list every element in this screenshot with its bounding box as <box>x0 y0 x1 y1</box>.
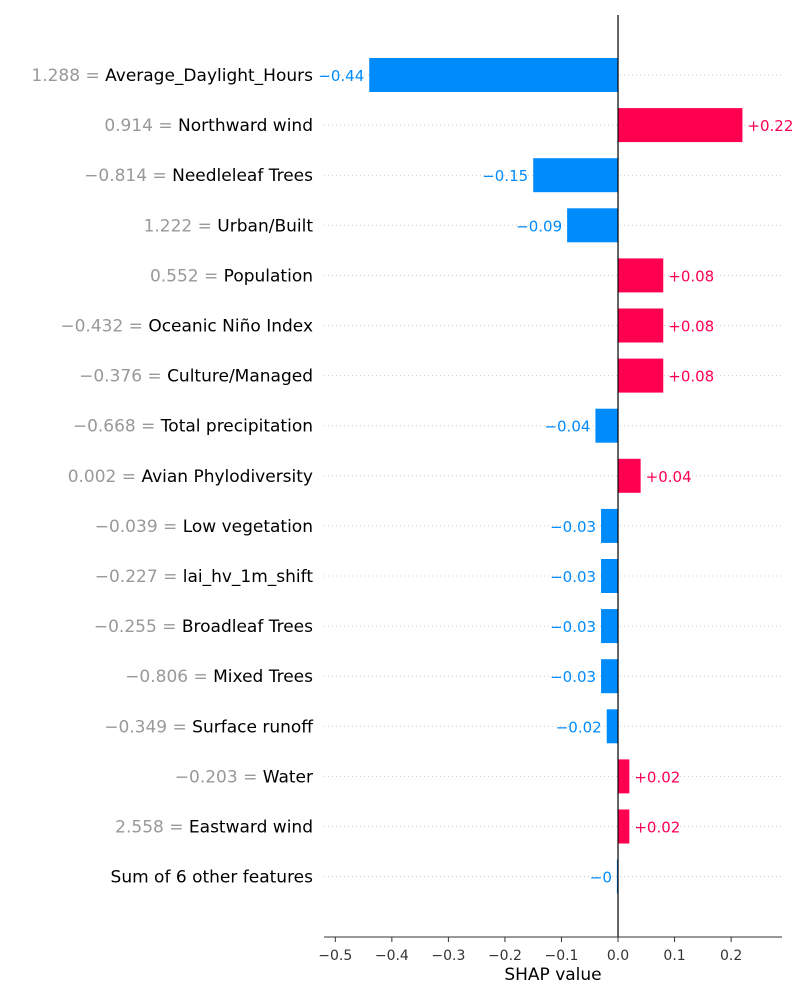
feature-name: Mixed Trees <box>213 667 313 687</box>
bar-value-label: +0.08 <box>668 368 714 386</box>
x-tick-label: 0.1 <box>663 948 685 964</box>
shap-bar <box>606 709 619 744</box>
shap-bar <box>618 108 743 143</box>
feature-value: −0.376 = <box>79 367 167 387</box>
feature-name: Culture/Managed <box>167 367 313 387</box>
shap-bar <box>618 258 664 293</box>
shap-bar <box>595 408 619 443</box>
shap-bar <box>567 208 619 243</box>
feature-name: Population <box>224 266 313 286</box>
feature-label: −0.039 = Low vegetation <box>95 517 313 537</box>
feature-name: Avian Phylodiversity <box>141 467 313 487</box>
bar-value-label: −0.03 <box>550 618 596 636</box>
feature-label: 1.288 = Average_Daylight_Hours <box>31 66 313 86</box>
feature-name: Broadleaf Trees <box>182 617 313 637</box>
feature-name: Needleleaf Trees <box>172 166 313 186</box>
x-tick-label: −0.1 <box>544 948 578 964</box>
feature-value: −0.203 = <box>175 767 263 787</box>
bar-value-label: −0.02 <box>556 718 602 736</box>
x-tick-label: 0.2 <box>720 948 742 964</box>
feature-label: −0.668 = Total precipitation <box>73 417 313 437</box>
feature-label: 0.552 = Population <box>150 266 313 286</box>
feature-name: lai_hv_1m_shift <box>183 567 314 587</box>
bar-value-label: −0.15 <box>482 167 528 185</box>
bar-value-label: +0.08 <box>668 318 714 336</box>
shap-bar <box>601 508 619 543</box>
bar-value-label: +0.02 <box>634 819 680 837</box>
feature-value: 1.288 = <box>31 66 105 86</box>
feature-value: 0.552 = <box>150 266 224 286</box>
feature-label: −0.227 = lai_hv_1m_shift <box>95 567 314 587</box>
shap-bar <box>533 158 619 193</box>
feature-value: −0.255 = <box>94 617 182 637</box>
shap-bar <box>601 609 619 644</box>
bar-value-label: −0.09 <box>516 217 562 235</box>
bar-value-label: −0.44 <box>318 67 364 85</box>
bar-value-label: −0.03 <box>550 518 596 536</box>
feature-value: −0.227 = <box>95 567 183 587</box>
feature-value: −0.349 = <box>104 717 192 737</box>
feature-label: 0.002 = Avian Phylodiversity <box>68 467 313 487</box>
feature-label: 0.914 = Northward wind <box>104 116 313 136</box>
feature-name: Average_Daylight_Hours <box>105 66 313 86</box>
feature-label: 1.222 = Urban/Built <box>144 216 314 236</box>
feature-name: Total precipitation <box>160 417 313 437</box>
x-tick-label: −0.2 <box>488 948 522 964</box>
feature-value: 0.914 = <box>104 116 178 136</box>
bars-layer <box>369 58 743 894</box>
x-tick-label: −0.4 <box>375 948 409 964</box>
feature-name: Urban/Built <box>217 216 313 236</box>
feature-value: −0.432 = <box>60 317 148 337</box>
feature-name: Water <box>263 767 313 787</box>
row-labels: −0.44 1.288 = Average_Daylight_Hours +0.22… <box>31 66 793 888</box>
x-tick-label: 0.0 <box>607 948 629 964</box>
x-tick-label: −0.5 <box>318 948 352 964</box>
bar-value-label: −0.04 <box>544 418 590 436</box>
bar-value-label: −0.03 <box>550 668 596 686</box>
bar-value-label: +0.08 <box>668 267 714 285</box>
feature-label: −0.814 = Needleleaf Trees <box>84 166 313 186</box>
feature-value: 1.222 = <box>144 216 218 236</box>
feature-label: Sum of 6 other features <box>111 868 314 888</box>
feature-value: −0.814 = <box>84 166 172 186</box>
feature-name: Low vegetation <box>183 517 313 537</box>
row-guides <box>324 74 782 878</box>
x-axis-label: SHAP value <box>504 965 601 985</box>
feature-label: −0.432 = Oceanic Niño Index <box>60 317 313 337</box>
feature-name: Surface runoff <box>192 717 314 737</box>
shap-bar <box>618 358 664 393</box>
bar-value-label: −0.03 <box>550 568 596 586</box>
feature-value: 2.558 = <box>115 818 189 838</box>
shap-bar <box>618 809 630 844</box>
shap-bar <box>601 559 619 593</box>
feature-label: −0.349 = Surface runoff <box>104 717 314 737</box>
bar-value-label: +0.22 <box>747 117 793 135</box>
bar-value-label: +0.04 <box>646 468 692 486</box>
feature-label: −0.806 = Mixed Trees <box>125 667 313 687</box>
feature-label: −0.376 = Culture/Managed <box>79 367 313 387</box>
bar-value-label: −0 <box>590 869 612 887</box>
feature-name: Eastward wind <box>189 818 313 838</box>
feature-value: 0.002 = <box>68 467 142 487</box>
x-axis: −0.5 −0.4 −0.3 −0.2 −0.1 0.0 0.1 0.2 <box>318 936 782 964</box>
feature-value: −0.039 = <box>95 517 183 537</box>
bar-value-label: +0.02 <box>634 768 680 786</box>
shap-bar <box>618 308 664 343</box>
feature-label: 2.558 = Eastward wind <box>115 818 313 838</box>
feature-label: −0.255 = Broadleaf Trees <box>94 617 313 637</box>
shap-bar <box>618 458 641 493</box>
feature-value: −0.668 = <box>73 417 161 437</box>
x-tick-label: −0.3 <box>431 948 465 964</box>
shap-bar <box>369 58 619 92</box>
feature-value: −0.806 = <box>125 667 213 687</box>
feature-name: Sum of 6 other features <box>111 868 314 888</box>
feature-name: Northward wind <box>178 116 313 136</box>
shap-bar <box>618 759 630 794</box>
shap-bar <box>601 659 619 694</box>
feature-name: Oceanic Niño Index <box>148 317 313 337</box>
feature-label: −0.203 = Water <box>175 767 313 787</box>
